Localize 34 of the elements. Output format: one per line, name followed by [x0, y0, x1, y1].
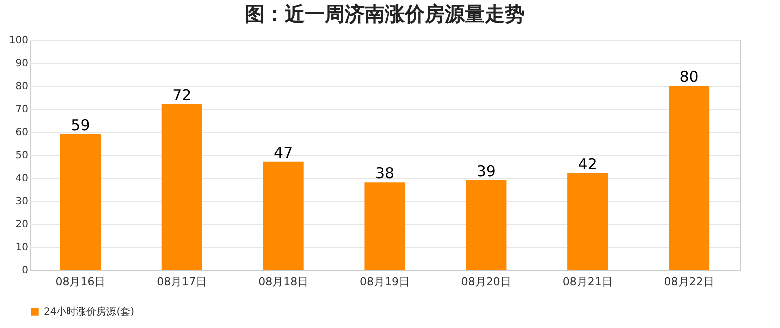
y-tick-label: 90	[16, 58, 28, 70]
y-tick-label: 30	[16, 196, 28, 208]
data-label: 72	[172, 86, 192, 104]
x-tick-label: 08月18日	[258, 276, 309, 288]
bar	[364, 182, 406, 270]
bar	[669, 86, 710, 270]
y-tick-label: 50	[16, 150, 28, 162]
x-tick-label: 08月20日	[461, 276, 512, 288]
x-tick-label: 08月19日	[360, 276, 410, 288]
data-label: 42	[578, 155, 598, 174]
bar	[466, 180, 507, 270]
data-label: 39	[476, 162, 496, 180]
bar	[162, 104, 202, 270]
data-label: 38	[375, 164, 395, 183]
y-tick-label: 60	[16, 128, 28, 138]
chart-title: 图：近一周济南涨价房源量走势	[245, 2, 525, 26]
y-tick-label: 40	[16, 174, 28, 184]
x-tick-label: 08月17日	[157, 276, 208, 288]
y-tick-label: 20	[16, 220, 28, 230]
bar	[568, 173, 608, 270]
y-tick-label: 10	[16, 242, 28, 254]
data-label: 47	[274, 144, 294, 162]
data-label: 59	[71, 116, 90, 134]
x-tick-label: 08月21日	[562, 276, 613, 288]
y-tick-label: 70	[16, 104, 28, 116]
x-tick-label: 08月22日	[664, 276, 714, 288]
bar	[263, 162, 304, 270]
y-tick-label: 100	[9, 36, 28, 46]
bar	[60, 134, 101, 270]
legend-label: 24小时涨价房源(套)	[44, 306, 135, 318]
y-tick-label: 0	[22, 266, 28, 276]
data-label: 80	[680, 68, 699, 86]
y-tick-label: 80	[16, 82, 28, 92]
x-tick-label: 08月16日	[56, 276, 106, 288]
